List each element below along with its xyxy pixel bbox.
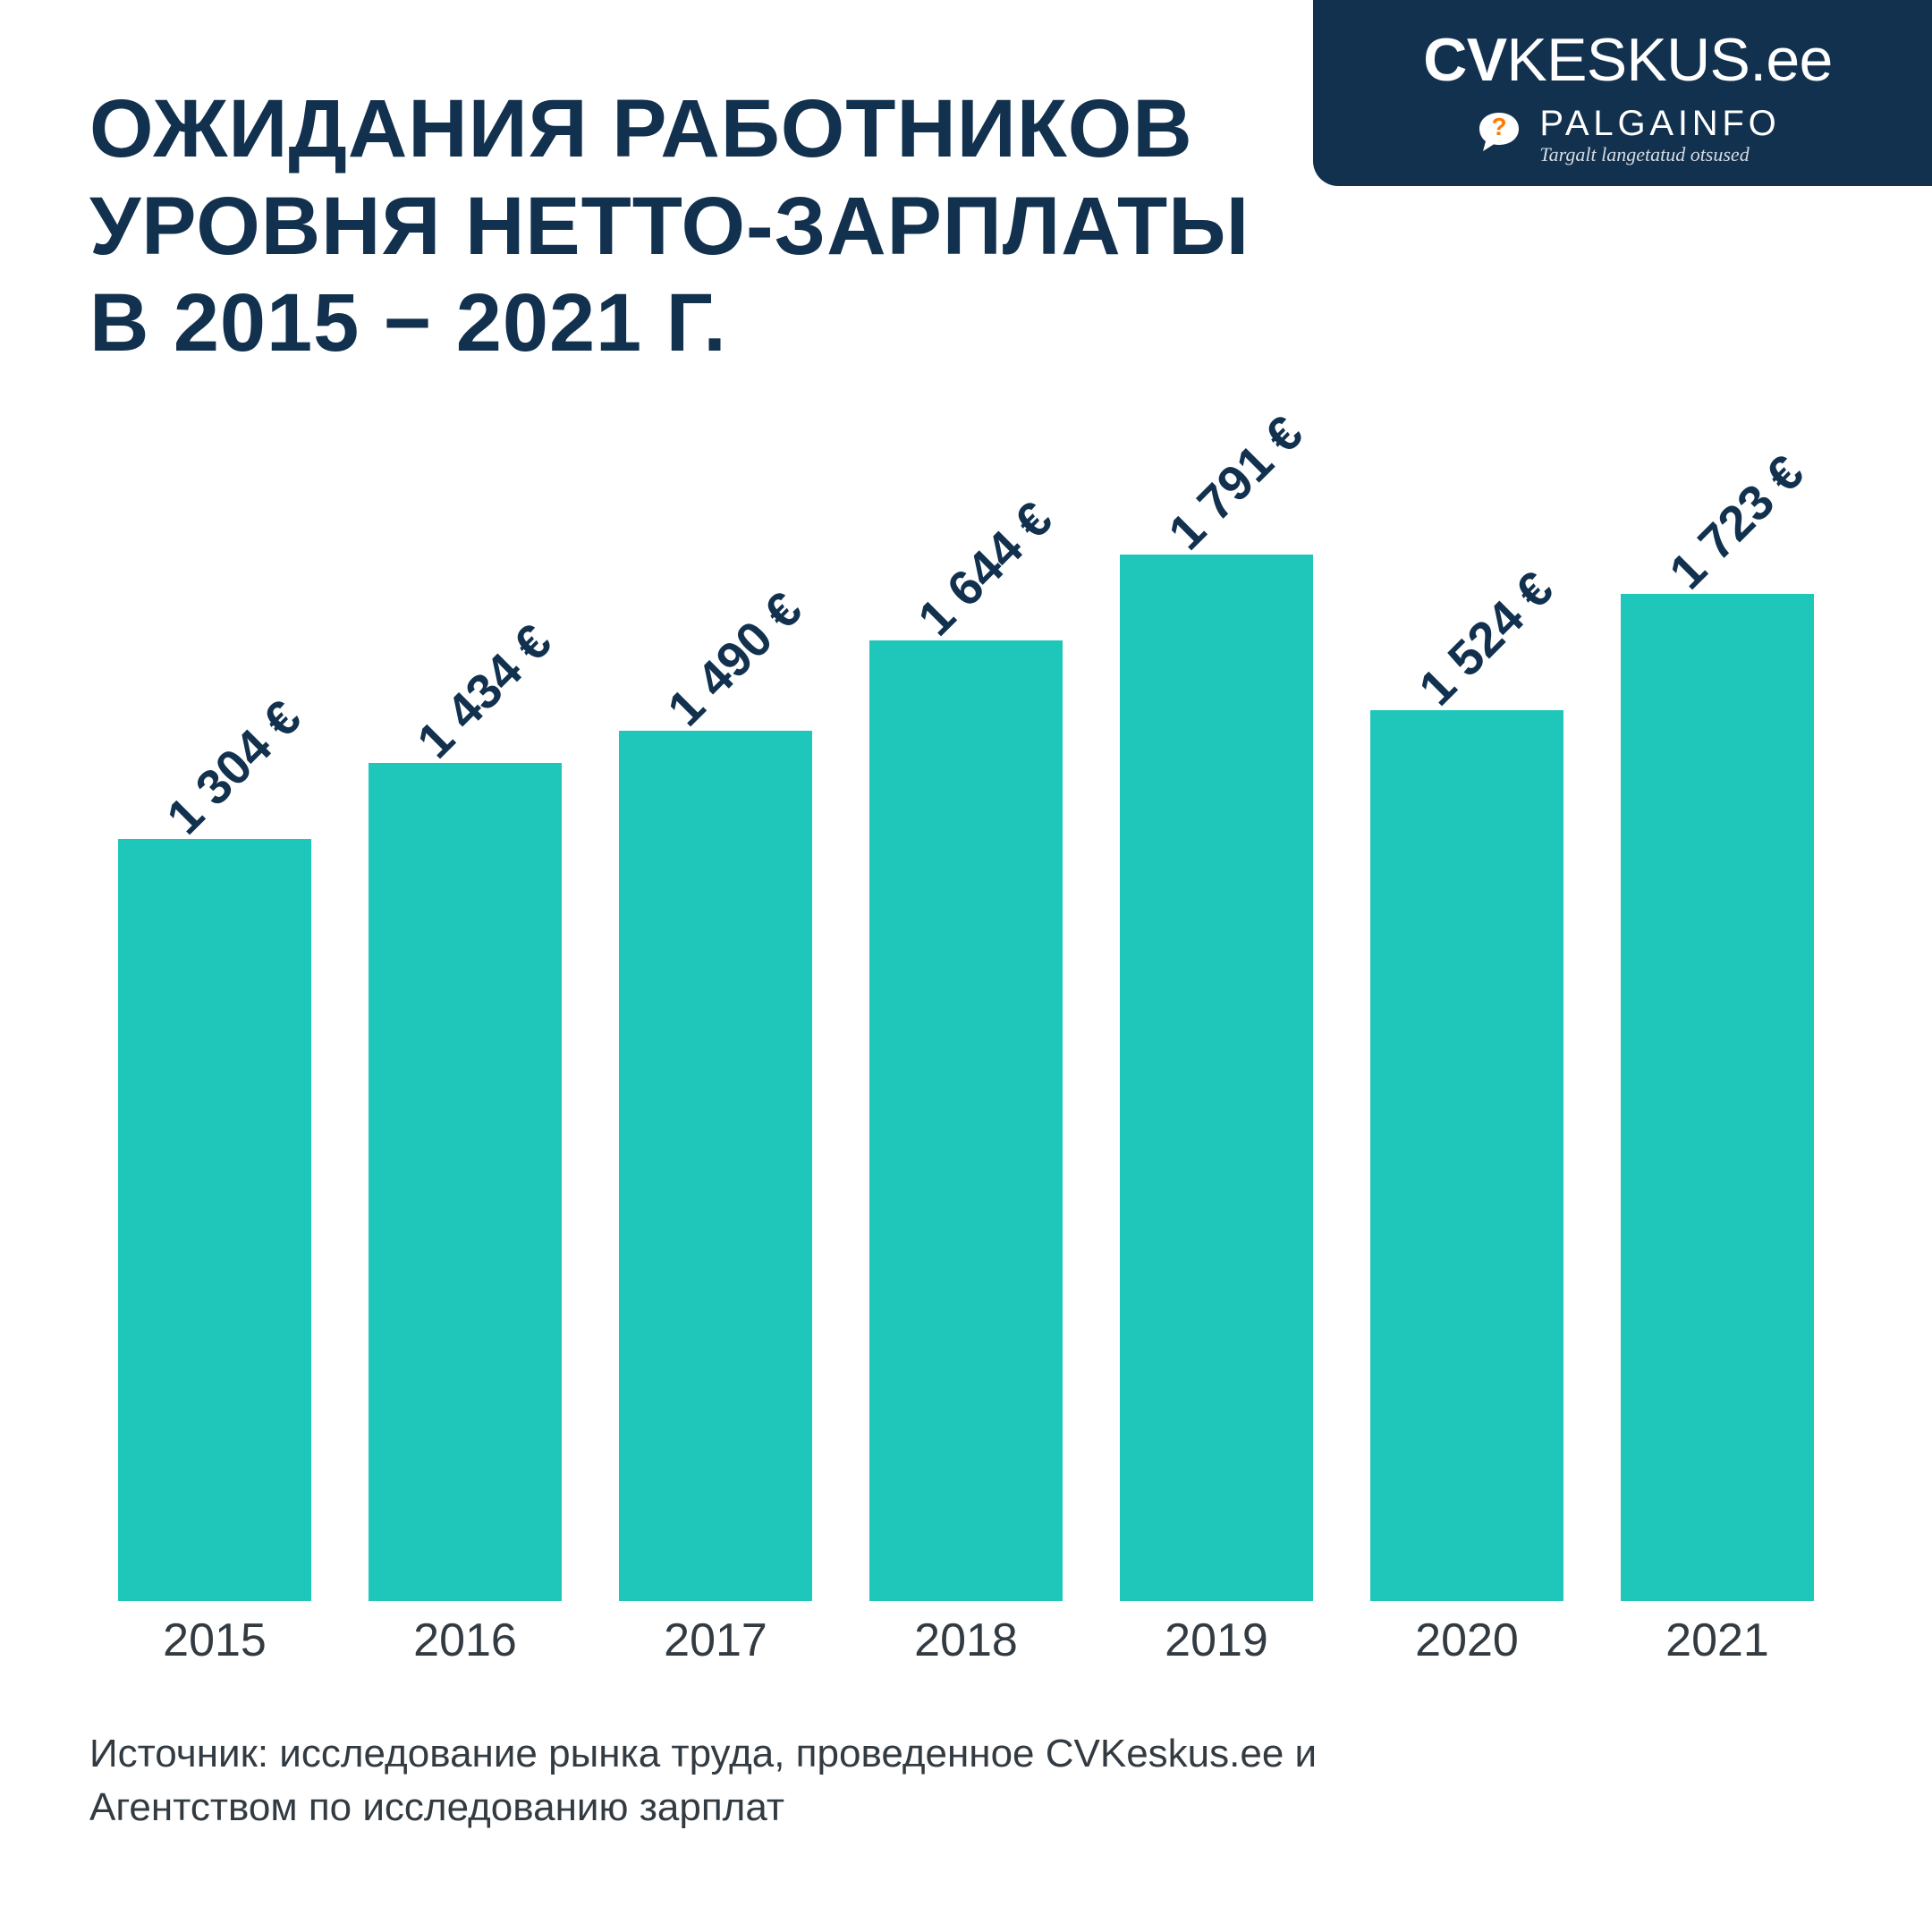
x-axis-label: 2015 <box>89 1601 340 1682</box>
bar-slot: 1 304 € <box>89 555 340 1601</box>
bar: 1 524 € <box>1370 710 1563 1601</box>
bar-value-label: 1 791 € <box>1157 404 1314 561</box>
page-title: ОЖИДАНИЯ РАБОТНИКОВ УРОВНЯ НЕТТО-ЗАРПЛАТ… <box>89 80 1250 372</box>
x-axis-label: 2021 <box>1592 1601 1843 1682</box>
x-axis-label: 2017 <box>590 1601 841 1682</box>
bar-slot: 1 434 € <box>340 555 590 1601</box>
bar: 1 644 € <box>869 640 1063 1601</box>
chart-x-axis: 2015201620172018201920202021 <box>89 1601 1843 1682</box>
bar: 1 791 € <box>1120 555 1313 1601</box>
x-axis-label: 2019 <box>1091 1601 1342 1682</box>
cvkeskus-logo-domain: .ee <box>1750 25 1833 95</box>
logo-stack: CVKESKUS.ee ? PALGAINFO Targalt langetat… <box>1313 0 1932 186</box>
chart-bars: 1 304 € 1 434 € 1 490 € 1 644 € 1 791 € 1 524… <box>89 555 1843 1601</box>
bar-slot: 1 791 € <box>1091 555 1342 1601</box>
bar: 1 304 € <box>118 839 311 1601</box>
x-axis-label: 2016 <box>340 1601 590 1682</box>
palgainfo-logo: ? PALGAINFO Targalt langetatud otsused <box>1475 106 1780 165</box>
svg-text:?: ? <box>1492 113 1507 140</box>
bar: 1 490 € <box>619 731 812 1601</box>
cvkeskus-logo: CVKESKUS.ee <box>1423 25 1832 95</box>
cvkeskus-logo-cv: CV <box>1423 25 1506 95</box>
question-bubble-icon: ? <box>1475 109 1523 162</box>
bar-value-label: 1 490 € <box>657 580 813 737</box>
bar-slot: 1 644 € <box>841 555 1091 1601</box>
cvkeskus-logo-mid: KESKUS <box>1506 25 1750 95</box>
x-axis-label: 2020 <box>1342 1601 1592 1682</box>
bar-value-label: 1 304 € <box>156 689 312 845</box>
bar: 1 434 € <box>369 763 562 1601</box>
source-note: Источник: исследование рынка труда, пров… <box>89 1727 1843 1834</box>
bar-slot: 1 723 € <box>1592 555 1843 1601</box>
bar-slot: 1 490 € <box>590 555 841 1601</box>
infographic-page: ОЖИДАНИЯ РАБОТНИКОВ УРОВНЯ НЕТТО-ЗАРПЛАТ… <box>0 0 1932 1932</box>
bar-value-label: 1 434 € <box>406 613 563 769</box>
bar-value-label: 1 723 € <box>1658 444 1815 600</box>
bar-slot: 1 524 € <box>1342 555 1592 1601</box>
palgainfo-logo-tagline: Targalt langetatud otsused <box>1539 145 1780 165</box>
x-axis-label: 2018 <box>841 1601 1091 1682</box>
palgainfo-logo-main: PALGAINFO <box>1539 106 1780 141</box>
bar-chart: 1 304 € 1 434 € 1 490 € 1 644 € 1 791 € 1 524… <box>89 555 1843 1682</box>
bar-value-label: 1 644 € <box>907 490 1063 647</box>
header: ОЖИДАНИЯ РАБОТНИКОВ УРОВНЯ НЕТТО-ЗАРПЛАТ… <box>89 80 1843 372</box>
bar-value-label: 1 524 € <box>1408 560 1564 716</box>
bar: 1 723 € <box>1621 594 1814 1601</box>
logo-badge: CVKESKUS.ee ? PALGAINFO Targalt langetat… <box>1313 0 1932 186</box>
palgainfo-logo-text: PALGAINFO Targalt langetatud otsused <box>1539 106 1780 165</box>
